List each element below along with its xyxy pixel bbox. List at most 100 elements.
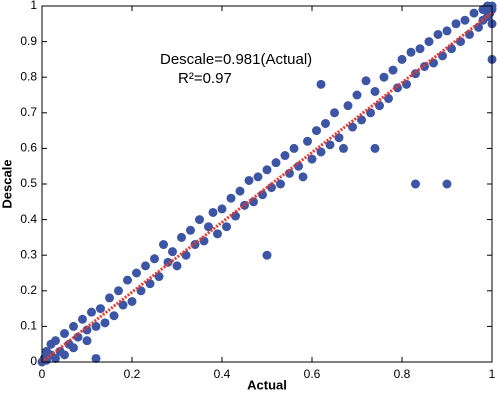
data-point [460, 15, 470, 25]
data-point [127, 296, 137, 306]
data-point [451, 19, 461, 29]
data-point [411, 179, 420, 189]
x-tick-label: 0 [39, 367, 46, 381]
x-tick-label: 0.2 [124, 367, 141, 381]
data-point [208, 207, 218, 217]
data-point [244, 175, 254, 185]
data-point [438, 51, 447, 61]
data-point [267, 183, 276, 193]
data-point [114, 286, 123, 296]
data-point [321, 118, 330, 128]
data-point [280, 151, 290, 161]
data-point [163, 257, 173, 267]
annotation: R²=0.97 [178, 70, 232, 87]
data-point [222, 222, 231, 232]
data-point [375, 101, 384, 111]
data-point [433, 29, 443, 39]
fit-line [41, 11, 493, 364]
data-point [195, 215, 204, 225]
data-point [258, 190, 267, 200]
y-tick-label: 0.7 [20, 105, 37, 119]
data-point [348, 122, 357, 132]
data-point [69, 343, 78, 353]
y-tick-label: 0.3 [20, 247, 37, 261]
data-point [132, 268, 141, 278]
y-tick-label: 0.6 [20, 141, 37, 155]
data-point [402, 79, 411, 89]
data-point [325, 140, 335, 150]
data-point [249, 197, 258, 207]
data-point [51, 353, 60, 363]
data-point [150, 254, 159, 264]
plot-frame [41, 5, 493, 363]
y-tick-label: 0.2 [20, 283, 37, 297]
y-tick-label: 0.5 [20, 176, 37, 190]
data-point [78, 314, 87, 324]
data-point [271, 158, 281, 168]
annotation: Descale=0.981(Actual) [160, 51, 312, 68]
data-point [316, 147, 326, 157]
data-point [82, 336, 92, 346]
data-point [370, 143, 380, 153]
x-tick-label: 0.8 [394, 367, 411, 381]
data-point [91, 321, 101, 331]
data-point [415, 44, 425, 54]
data-point [334, 133, 344, 143]
data-point [204, 222, 213, 232]
y-tick-label: 0 [30, 354, 37, 368]
data-point [388, 65, 398, 75]
y-tick-label: 0.1 [20, 319, 37, 333]
data-point [262, 165, 272, 175]
data-point [159, 240, 168, 250]
data-point [96, 304, 105, 314]
data-point [424, 37, 434, 47]
x-tick-label: 1 [489, 367, 496, 381]
data-point [91, 353, 101, 363]
data-point [199, 236, 209, 246]
data-point [285, 168, 294, 178]
x-tick-label: 0.6 [304, 367, 321, 381]
data-point [370, 86, 380, 96]
data-point [406, 47, 416, 57]
data-point [379, 72, 389, 82]
data-point [123, 275, 132, 285]
data-point [136, 286, 146, 296]
data-point [352, 90, 362, 100]
data-point [312, 126, 321, 136]
data-point [82, 325, 92, 335]
data-point [226, 193, 236, 203]
data-point [87, 307, 96, 317]
data-point [469, 8, 479, 18]
data-point [168, 247, 177, 257]
data-point [177, 232, 186, 242]
data-point [213, 229, 222, 239]
data-point [343, 101, 353, 111]
data-point [217, 204, 227, 214]
y-tick-label: 0.4 [20, 212, 37, 226]
data-point [307, 154, 317, 164]
data-point [118, 300, 128, 310]
data-point [145, 279, 155, 289]
data-point [235, 186, 245, 196]
data-point [465, 29, 474, 39]
data-point [442, 26, 452, 36]
x-tick-label: 0.4 [214, 367, 231, 381]
y-tick-label: 0.8 [20, 69, 37, 83]
data-point [60, 350, 69, 360]
data-point [303, 136, 312, 146]
data-point [442, 179, 452, 189]
data-point [172, 261, 182, 271]
data-point [361, 76, 371, 86]
data-point [109, 311, 119, 321]
data-point [69, 321, 78, 331]
data-point [262, 250, 272, 260]
data-point [330, 108, 339, 118]
data-point [397, 54, 407, 64]
data-point [100, 318, 110, 328]
data-point [339, 143, 348, 153]
data-point [276, 179, 285, 189]
data-point [105, 293, 114, 303]
data-point [366, 108, 375, 118]
data-point [411, 69, 420, 79]
data-point [186, 225, 195, 235]
